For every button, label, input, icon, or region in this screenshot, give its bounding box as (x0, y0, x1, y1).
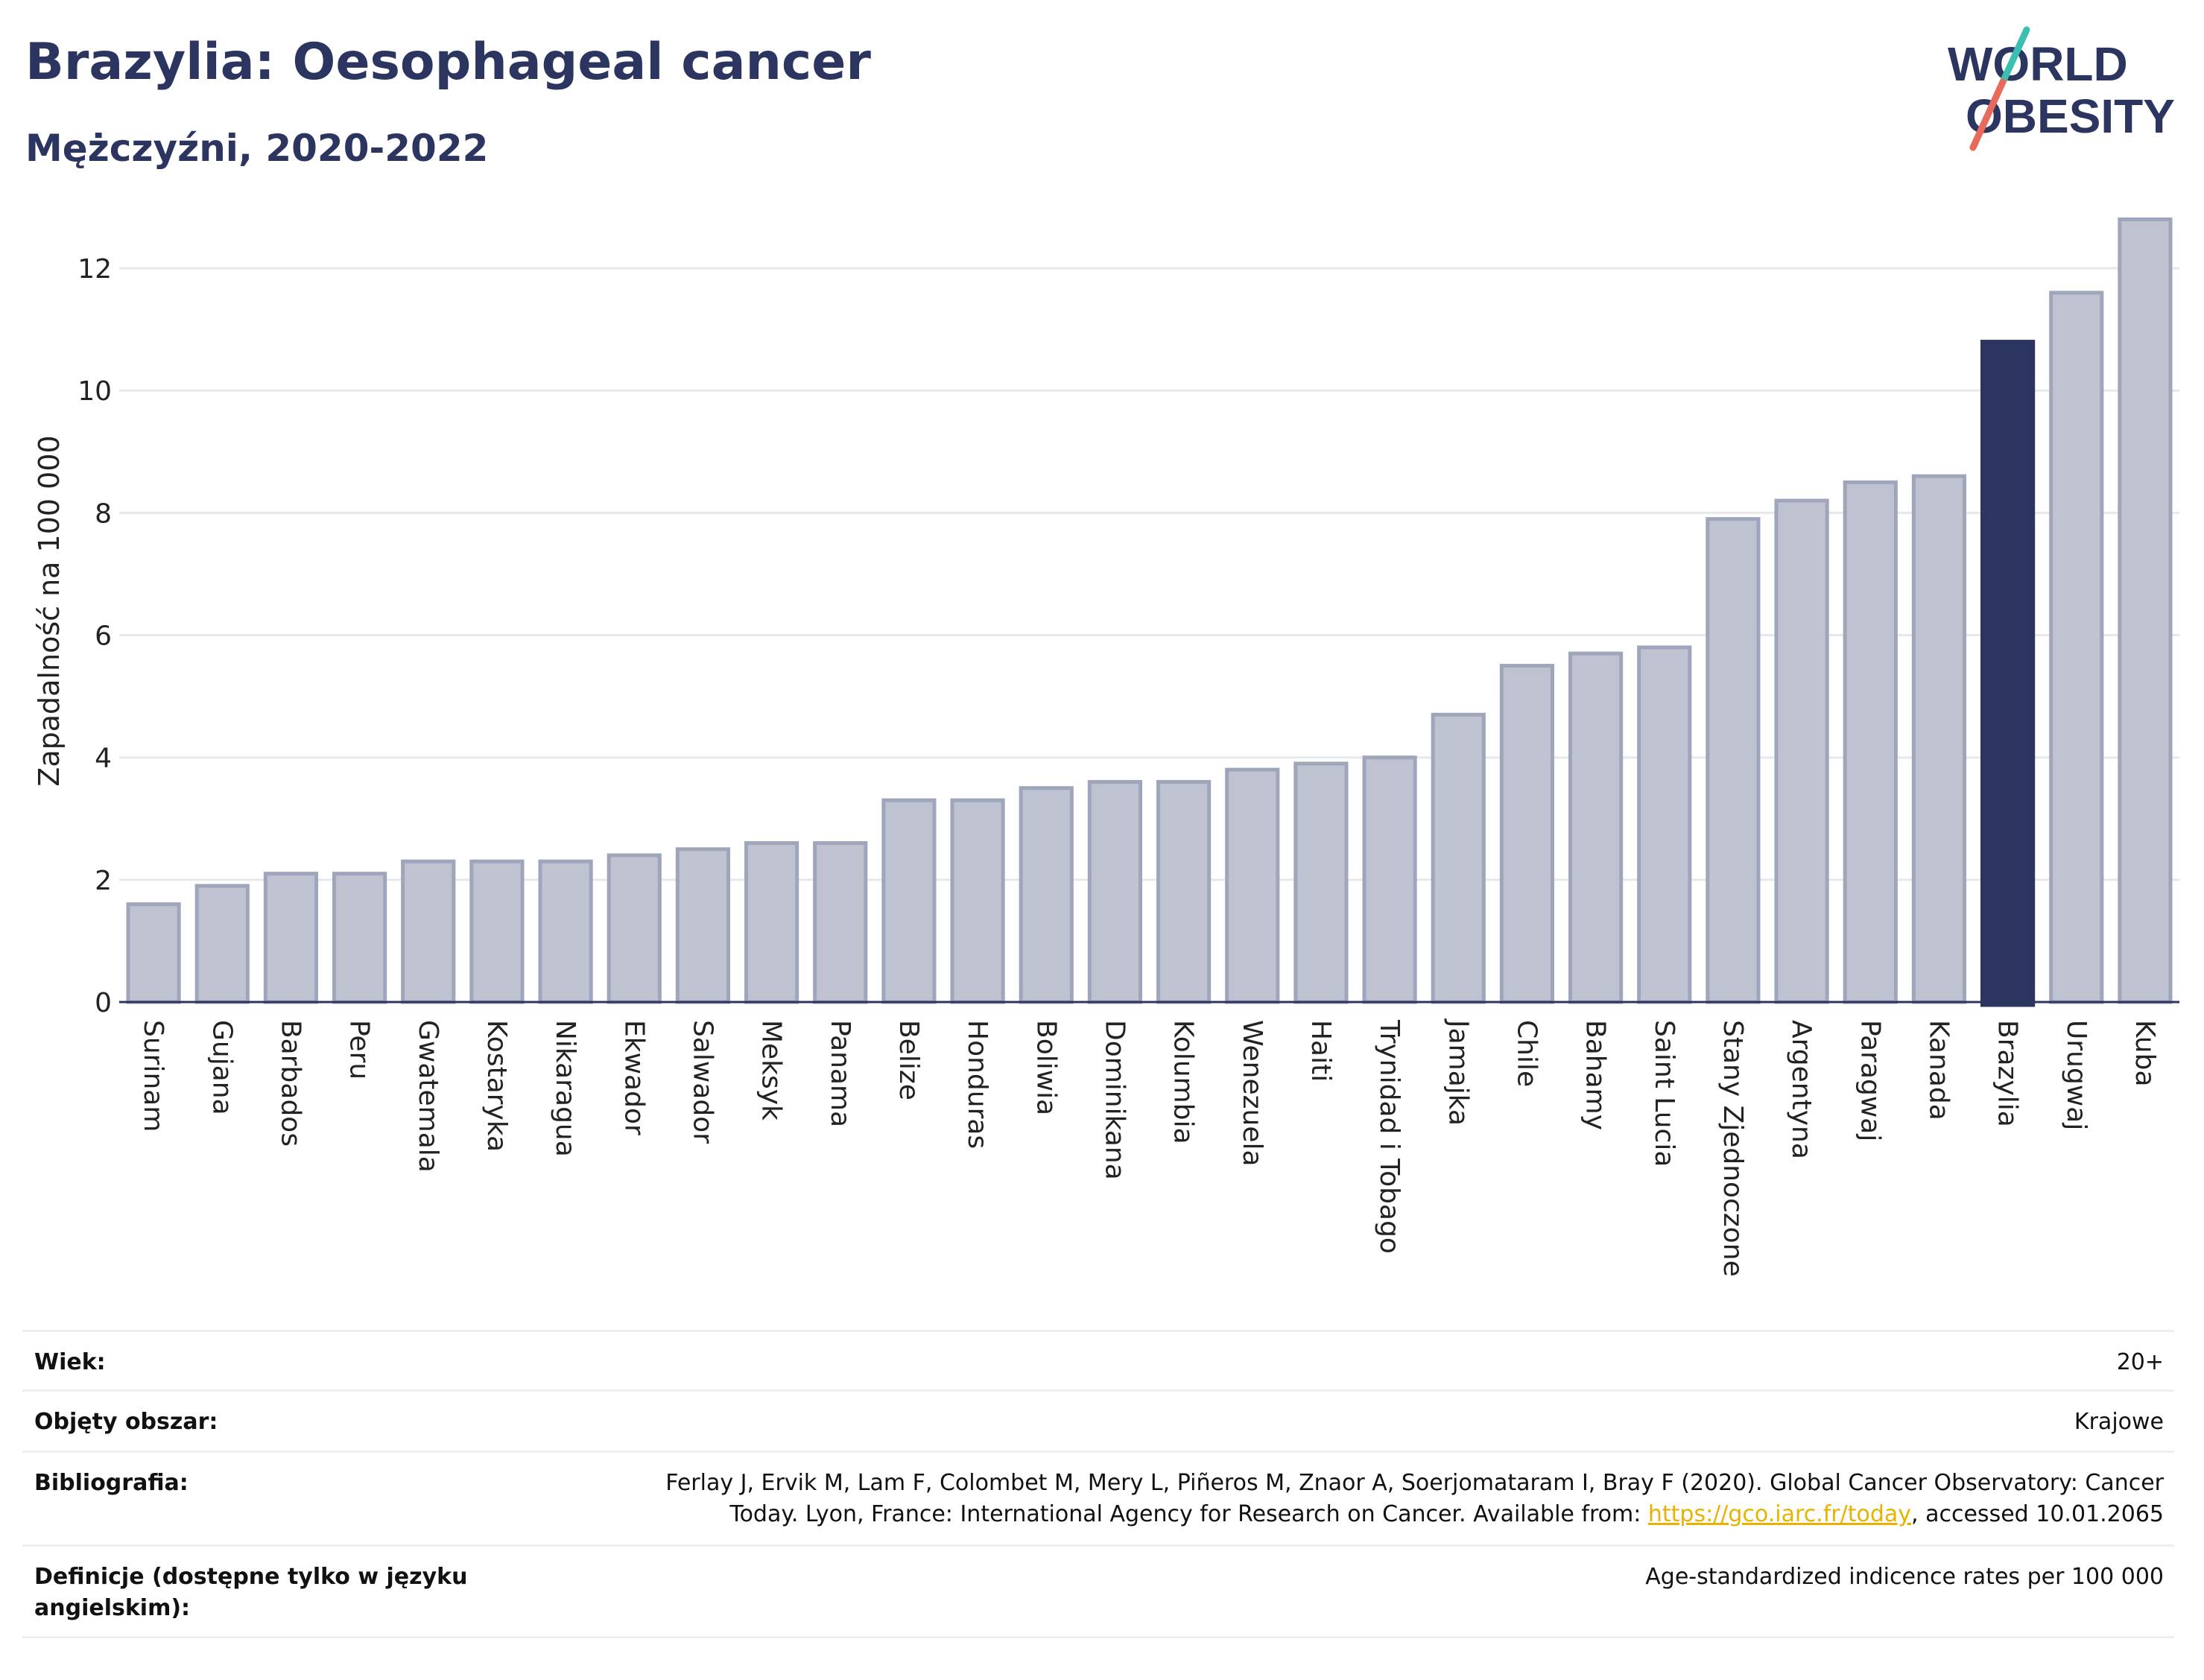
bar-nikaragua (538, 859, 593, 1004)
bar-paragwaj (1843, 480, 1898, 1004)
bar-barbados (263, 872, 319, 1004)
x-tick-label: Gwatemala (413, 1020, 443, 1173)
meta-definitions-value: Age-standardized indicence rates per 100… (1645, 1564, 2164, 1590)
y-tick-label: 4 (95, 744, 112, 774)
x-tick-label: Chile (1511, 1020, 1542, 1087)
y-tick-label: 2 (95, 866, 112, 896)
chart-title: Brazylia: Oesophageal cancer (25, 33, 871, 92)
y-tick-label: 8 (95, 498, 112, 529)
logo-slash-top (1999, 26, 2030, 86)
logo-text-obesity: OBESITY (1966, 89, 2175, 143)
meta-age-label: Wiek: (34, 1349, 106, 1375)
x-tick-label: Peru (344, 1020, 375, 1080)
bar-urugwaj (2049, 291, 2104, 1004)
meta-age-value: 20+ (2116, 1349, 2164, 1375)
y-tick-label: 0 (95, 988, 112, 1018)
x-tick-label: Nikaragua (550, 1020, 580, 1157)
bar-dominikana (1087, 780, 1143, 1004)
bar-salwador (675, 847, 731, 1004)
y-tick-label: 6 (95, 621, 112, 652)
bar-chile (1499, 664, 1555, 1004)
y-tick-label: 10 (77, 376, 112, 407)
x-tick-label: Gujana (206, 1020, 237, 1115)
meta-row-definitions: Definicje (dostępne tylko w języku angie… (22, 1544, 2174, 1638)
bar-stany-zjednoczone (1706, 517, 1761, 1004)
x-tick-label: Wenezuela (1237, 1020, 1267, 1167)
x-tick-label: Salwador (687, 1020, 718, 1144)
bar-honduras (950, 798, 1005, 1004)
x-tick-label: Kanada (1923, 1020, 1954, 1120)
bar-jamajka (1431, 712, 1486, 1004)
bar-panama (813, 841, 868, 1004)
x-tick-label: Surinam (138, 1020, 168, 1132)
x-tick-label: Barbados (275, 1020, 305, 1147)
x-tick-label: Urugwaj (2061, 1020, 2091, 1130)
world-obesity-logo: WORLD OBESITY (1948, 26, 2175, 151)
x-tick-label: Ekwador (618, 1020, 649, 1135)
bibliography-text-2: Today. Lyon, France: International Agenc… (729, 1501, 1648, 1527)
meta-row-area: Objęty obszar: Krajowe (22, 1389, 2174, 1451)
bar-trynidad-i-tobago (1362, 755, 1417, 1004)
metadata-table: Wiek: 20+ Objęty obszar: Krajowe Bibliog… (22, 1330, 2174, 1638)
bar-bahamy (1568, 651, 1624, 1004)
bar-peru (332, 872, 387, 1004)
bar-kanada (1911, 474, 1967, 1004)
x-tick-label: Saint Lucia (1649, 1020, 1679, 1167)
bar-argentyna (1774, 498, 1829, 1004)
bar-kostaryka (469, 859, 525, 1004)
bibliography-text-1: Ferlay J, Ervik M, Lam F, Colombet M, Me… (665, 1470, 2164, 1496)
x-tick-label: Dominikana (1099, 1020, 1130, 1180)
meta-area-label: Objęty obszar: (34, 1409, 218, 1435)
bibliography-link[interactable]: https://gco.iarc.fr/today (1647, 1501, 1912, 1527)
meta-bibliography-value: Ferlay J, Ervik M, Lam F, Colombet M, Me… (665, 1468, 2164, 1530)
bar-meksyk (744, 841, 799, 1004)
bar-gwatemala (401, 859, 456, 1004)
x-tick-label: Honduras (962, 1020, 992, 1149)
x-tick-label: Brazylia (1992, 1020, 2023, 1127)
x-tick-label: Trynidad i Tobago (1374, 1019, 1405, 1254)
x-tick-label: Kolumbia (1168, 1020, 1199, 1144)
bar-belize (881, 798, 937, 1004)
x-tick-label: Stany Zjednoczone (1717, 1020, 1748, 1277)
bar-gujana (194, 884, 250, 1004)
meta-bibliography-label: Bibliografia: (34, 1470, 189, 1496)
bar-kuba (2118, 217, 2173, 1004)
x-tick-label: Meksyk (756, 1020, 787, 1120)
x-tick-label: Boliwia (1030, 1020, 1061, 1115)
bar-surinam (126, 902, 181, 1004)
x-tick-label: Argentyna (1786, 1020, 1817, 1159)
x-tick-label: Kuba (2129, 1020, 2160, 1087)
bar-kolumbia (1156, 780, 1212, 1004)
chart-subtitle: Mężczyźni, 2020-2022 (25, 127, 489, 170)
bar-wenezuela (1225, 767, 1280, 1004)
bar-haiti (1293, 761, 1349, 1004)
logo-slash-bottom (1969, 78, 2007, 151)
x-tick-label: Kostaryka (481, 1020, 512, 1152)
x-tick-label: Panama (825, 1020, 855, 1127)
logo-text-world: WORLD (1948, 37, 2128, 91)
bibliography-text-3: , accessed 10.01.2065 (1911, 1501, 2164, 1527)
bar-chart: 0 2 4 6 8 10 12 Surinam Gujana Barbados Peru Gwatem… (77, 217, 2179, 1277)
meta-area-value: Krajowe (2074, 1409, 2164, 1435)
meta-row-bibliography: Bibliografia: Ferlay J, Ervik M, Lam F, … (22, 1451, 2174, 1544)
x-tick-label: Paragwaj (1855, 1020, 1885, 1141)
x-tick-label: Belize (893, 1020, 924, 1100)
bar-brazylia (1980, 340, 2036, 1007)
y-tick-label: 12 (77, 254, 112, 285)
bar-ekwador (607, 853, 662, 1004)
x-tick-label: Haiti (1305, 1020, 1336, 1082)
x-tick-label: Jamajka (1443, 1018, 1473, 1126)
meta-definitions-label: Definicje (dostępne tylko w języku angie… (34, 1564, 468, 1621)
bar-boliwia (1019, 786, 1074, 1004)
bar-saint-lucia (1637, 645, 1692, 1004)
x-tick-label: Bahamy (1580, 1020, 1611, 1130)
meta-row-age: Wiek: 20+ (22, 1330, 2174, 1389)
